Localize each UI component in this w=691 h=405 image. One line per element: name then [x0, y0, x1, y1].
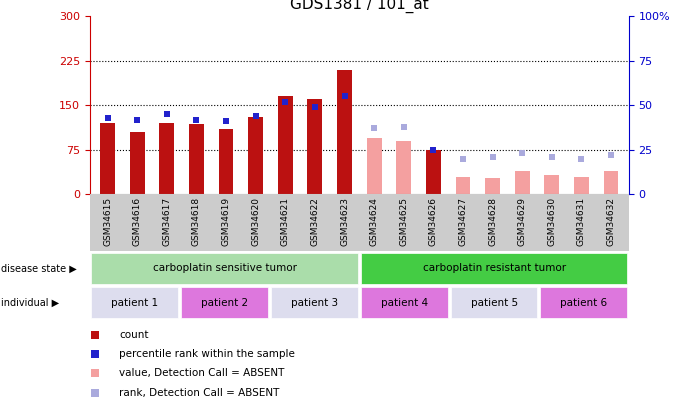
Text: value, Detection Call = ABSENT: value, Detection Call = ABSENT [120, 369, 285, 378]
Bar [218, 129, 234, 194]
Bar [397, 141, 411, 194]
Text: GSM34624: GSM34624 [370, 197, 379, 246]
Text: patient 3: patient 3 [291, 298, 338, 308]
Text: GSM34625: GSM34625 [399, 197, 408, 246]
Text: GSM34622: GSM34622 [310, 197, 319, 246]
Text: GSM34618: GSM34618 [192, 197, 201, 246]
Text: GSM34620: GSM34620 [251, 197, 261, 246]
FancyBboxPatch shape [181, 287, 268, 318]
Text: patient 2: patient 2 [201, 298, 248, 308]
Bar [189, 124, 204, 194]
Text: GSM34617: GSM34617 [162, 197, 171, 246]
Title: GDS1381 / 101_at: GDS1381 / 101_at [290, 0, 428, 13]
Text: GSM34615: GSM34615 [103, 197, 112, 246]
FancyBboxPatch shape [540, 287, 627, 318]
Text: GSM34627: GSM34627 [458, 197, 468, 246]
FancyBboxPatch shape [451, 287, 538, 318]
FancyBboxPatch shape [271, 287, 358, 318]
Bar [574, 177, 589, 194]
Text: disease state ▶: disease state ▶ [1, 263, 77, 273]
Bar [485, 178, 500, 194]
Text: patient 5: patient 5 [471, 298, 518, 308]
Text: GSM34626: GSM34626 [429, 197, 438, 246]
Text: count: count [120, 330, 149, 339]
Text: GSM34630: GSM34630 [547, 197, 556, 246]
Text: GSM34621: GSM34621 [281, 197, 290, 246]
Text: patient 4: patient 4 [381, 298, 428, 308]
Text: patient 6: patient 6 [560, 298, 607, 308]
Bar [545, 175, 559, 194]
Bar [307, 99, 322, 194]
Bar [367, 138, 381, 194]
Bar [604, 171, 618, 194]
Text: individual ▶: individual ▶ [1, 298, 59, 308]
Bar [278, 96, 293, 194]
Bar [455, 177, 471, 194]
Text: GSM34629: GSM34629 [518, 197, 527, 246]
Bar [426, 150, 441, 194]
FancyBboxPatch shape [91, 287, 178, 318]
FancyBboxPatch shape [91, 253, 358, 284]
Bar [337, 70, 352, 194]
Text: percentile rank within the sample: percentile rank within the sample [120, 349, 295, 359]
Text: GSM34616: GSM34616 [133, 197, 142, 246]
Bar [100, 123, 115, 194]
Bar [248, 117, 263, 194]
FancyBboxPatch shape [361, 253, 627, 284]
Text: carboplatin resistant tumor: carboplatin resistant tumor [422, 263, 566, 273]
Text: GSM34628: GSM34628 [488, 197, 497, 246]
Text: rank, Detection Call = ABSENT: rank, Detection Call = ABSENT [120, 388, 280, 398]
Text: GSM34631: GSM34631 [577, 197, 586, 246]
Text: patient 1: patient 1 [111, 298, 158, 308]
Text: carboplatin sensitive tumor: carboplatin sensitive tumor [153, 263, 296, 273]
FancyBboxPatch shape [361, 287, 448, 318]
Bar [160, 123, 174, 194]
Bar [515, 171, 529, 194]
Bar [130, 132, 144, 194]
Text: GSM34623: GSM34623 [340, 197, 349, 246]
Text: GSM34619: GSM34619 [222, 197, 231, 246]
Text: GSM34632: GSM34632 [607, 197, 616, 246]
